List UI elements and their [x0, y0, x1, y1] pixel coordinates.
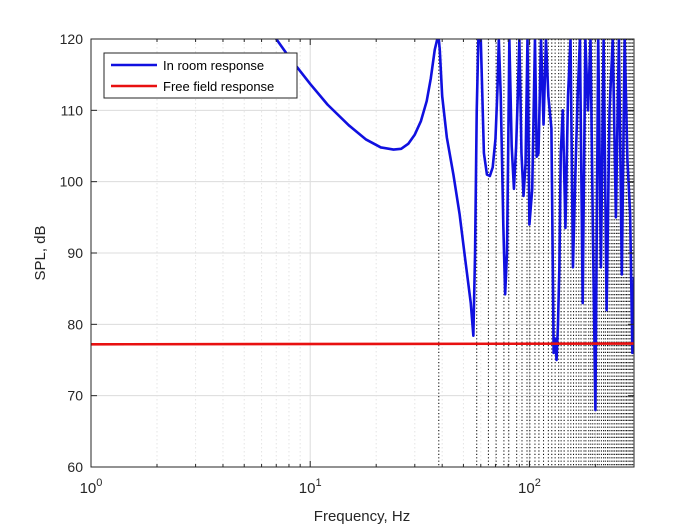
y-tick-label: 70: [67, 388, 83, 404]
x-tick-label-base: 10: [299, 480, 316, 497]
x-tick-label-exponent: 2: [535, 477, 541, 489]
y-tick-label: 110: [61, 102, 84, 118]
legend-label-free-field: Free field response: [163, 79, 274, 94]
y-tick-label: 90: [67, 245, 83, 261]
series-line-in-room: [274, 39, 634, 412]
legend-box: [103, 52, 298, 99]
x-tick-label-exponent: 0: [96, 477, 102, 489]
ticks: [90, 38, 635, 468]
x-tick-labels: 100 101 102: [80, 477, 541, 497]
x-axis-label: Frequency, Hz: [314, 508, 410, 525]
legend-label-in-room: In room response: [163, 58, 264, 73]
plot-area: [90, 38, 635, 468]
legend: In room response Free field response: [103, 52, 298, 99]
x-tick-label-base: 10: [518, 480, 535, 497]
series: [91, 39, 634, 412]
x-tick-label: 100: [80, 477, 103, 497]
x-tick-label: 102: [518, 477, 541, 497]
y-tick-label: 100: [60, 174, 84, 190]
grid: [91, 39, 635, 467]
x-tick-label-base: 10: [80, 480, 97, 497]
series-line-free-field: [91, 342, 634, 346]
y-tick-label: 60: [67, 459, 83, 475]
y-tick-label: 80: [67, 316, 83, 332]
y-tick-label: 120: [60, 31, 84, 47]
x-tick-label: 101: [299, 477, 322, 497]
y-axis-label: SPL, dB: [32, 225, 49, 280]
x-tick-label-exponent: 1: [315, 477, 321, 489]
y-tick-labels: 60 70 80 90 100 110 120: [60, 31, 84, 475]
